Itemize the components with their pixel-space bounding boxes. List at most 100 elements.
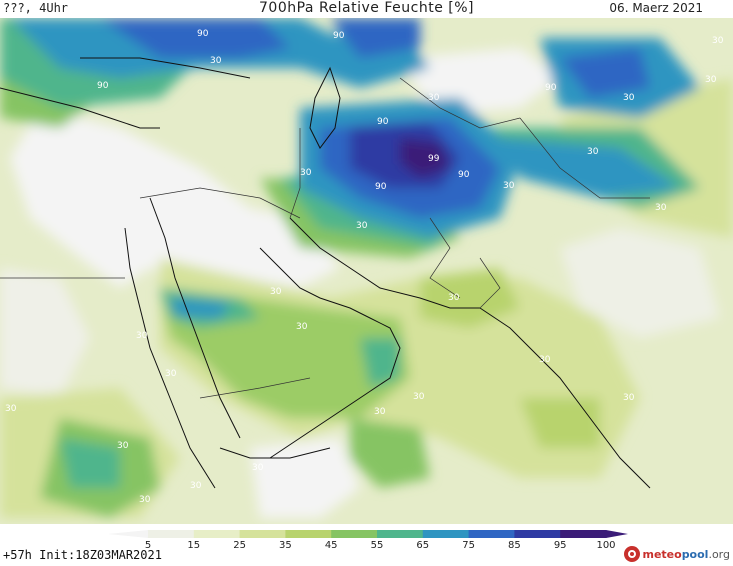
date-label: 06. Maerz 2021	[609, 1, 703, 15]
contour-label: 30	[165, 369, 177, 379]
contour-label: 90	[197, 29, 209, 39]
dry-arabia	[10, 108, 340, 288]
colorbar-tick-label: 35	[279, 540, 292, 551]
colorbar-low-arrow	[108, 530, 148, 538]
contour-label: 90	[333, 31, 345, 41]
contour-label: 30	[623, 93, 635, 103]
contour-label: 99	[428, 154, 440, 164]
border-central-asia	[399, 77, 521, 129]
coast-caspian	[309, 66, 341, 149]
band-65-e	[170, 298, 230, 318]
coastlines	[0, 57, 651, 489]
band-45-d	[420, 268, 520, 328]
band-55-c	[60, 438, 120, 488]
colorbar-tick-label: 55	[370, 540, 384, 551]
dry-central-asia	[400, 48, 560, 113]
band-99	[400, 138, 450, 178]
contour-label: 30	[210, 56, 222, 66]
band-55-b	[360, 338, 400, 388]
coast-turkey	[80, 57, 251, 79]
contour-label: 30	[623, 393, 635, 403]
border-yemen	[199, 377, 311, 399]
contour-label: 30	[270, 287, 282, 297]
coast-persia	[289, 217, 480, 309]
colorbar	[108, 530, 628, 538]
colorbar-segment	[331, 530, 378, 538]
contour-label: 30	[374, 407, 386, 417]
colorbar-segment	[468, 530, 515, 538]
colorbar-segment	[285, 530, 332, 538]
band-85-d	[330, 18, 420, 58]
band-85-a	[100, 18, 290, 58]
contour-label: 90	[545, 83, 557, 93]
colorbar-tick-label: 25	[233, 540, 246, 551]
coast-red-sea-west	[124, 227, 216, 489]
run-info: +57h Init:18Z03MAR2021	[3, 548, 162, 562]
coast-gulf	[259, 247, 401, 459]
contour-label: 30	[539, 355, 551, 365]
borders	[0, 77, 650, 399]
contour-label: 90	[377, 117, 389, 127]
contour-label: 30	[300, 168, 312, 178]
contour-label: 30	[655, 203, 667, 213]
band-45-e	[520, 398, 600, 448]
contour-label: 30	[252, 463, 264, 473]
colorbar-tick-label: 75	[462, 540, 475, 551]
contour-label: 30	[448, 293, 460, 303]
contour-label: 30	[136, 331, 148, 341]
contour-label: 90	[458, 170, 470, 180]
map-footer: 5 15 25 35 45 55 65 75 85 95 100 +57h Init:18Z03MA…	[0, 524, 733, 566]
contour-label: 30	[190, 481, 202, 491]
contour-labels: 90 90 90 30 90 30 30 30 90 90 99 90 30 3…	[5, 29, 724, 505]
contour-label: 90	[375, 182, 387, 192]
colorbar-segment	[560, 530, 607, 538]
colorbar-tick-label: 65	[416, 540, 430, 551]
contour-label: 30	[712, 36, 724, 46]
contour-label: 30	[117, 441, 129, 451]
dry-east	[560, 228, 720, 338]
dry-egypt	[0, 268, 90, 398]
border-iran-iraq	[289, 128, 301, 219]
colorbar-tick-label: 95	[553, 540, 567, 551]
border-saudi-north	[139, 187, 301, 219]
contour-label: 30	[705, 75, 717, 85]
coast-india	[479, 307, 651, 489]
border-afghan	[429, 217, 461, 299]
contour-label: 30	[296, 322, 308, 332]
band-85-c	[560, 48, 650, 98]
colorbar-segment	[514, 530, 561, 538]
contour-label: 30	[587, 147, 599, 157]
contour-label: 30	[428, 93, 440, 103]
border-pak-india	[479, 257, 501, 309]
coast-red-sea-east	[149, 197, 241, 439]
brand-logo: meteopool.org	[624, 546, 730, 562]
coast-med	[0, 87, 160, 129]
colorbar-tick-label: 15	[187, 540, 201, 551]
colorbar-tick-label: 45	[324, 540, 338, 551]
colorbar-segment	[422, 530, 470, 538]
contour-label: 30	[139, 495, 151, 505]
map-header: ???, 4Uhr 700hPa Relative Feuchte [%] 06…	[0, 0, 733, 18]
colorbar-segment	[377, 530, 424, 538]
colorbar-high-arrow	[606, 530, 628, 538]
contour-label: 30	[503, 181, 515, 191]
meteopool-logo-icon	[624, 546, 641, 562]
humidity-map: 90 90 90 30 90 30 30 30 90 90 99 90 30 3…	[0, 18, 733, 524]
contour-label: 90	[97, 81, 109, 91]
contour-label: 30	[5, 404, 17, 414]
map-title: 700hPa Relative Feuchte [%]	[259, 0, 474, 16]
colorbar-segment	[148, 530, 195, 538]
coast-horn	[219, 447, 331, 459]
contour-label: 30	[356, 221, 368, 231]
contour-label: 30	[413, 392, 425, 402]
brand-text: meteopool.org	[642, 547, 730, 561]
border-china	[519, 117, 650, 199]
colorbar-tick-label: 5	[144, 540, 152, 551]
band-65-d	[500, 138, 680, 198]
colorbar-tick-label: 85	[508, 540, 521, 551]
time-label: ???, 4Uhr	[3, 1, 69, 15]
band-45-f	[350, 418, 430, 488]
colorbar-segment	[239, 530, 286, 538]
colorbar-tick-label: 100	[596, 540, 616, 551]
colorbar-segment	[193, 530, 241, 538]
